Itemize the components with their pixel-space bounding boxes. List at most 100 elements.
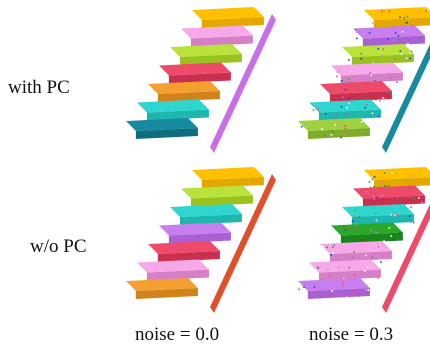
noise-point (330, 134, 333, 136)
noise-point (377, 276, 379, 279)
noise-point (410, 50, 413, 53)
noise-point (413, 197, 415, 200)
staircase-without-pc-noise-0.3 (298, 167, 430, 313)
noise-point (337, 266, 340, 269)
noise-point (410, 206, 412, 208)
noise-point (324, 113, 327, 115)
noise-point (411, 24, 413, 26)
noise-point (354, 274, 356, 276)
noise-point (421, 186, 423, 189)
stair-tread-6 (137, 99, 209, 113)
noise-point (364, 270, 366, 272)
stair-riser-7 (307, 128, 370, 139)
noise-point (394, 57, 397, 60)
noise-point (393, 39, 395, 41)
stair-riser-5 (157, 251, 220, 262)
noise-point (334, 124, 337, 126)
noise-point (354, 209, 356, 212)
stair-tread-7 (298, 278, 370, 291)
stair-tread-4 (331, 222, 403, 236)
noise-point (377, 246, 380, 248)
noise-point (346, 106, 348, 109)
noise-point (356, 228, 358, 230)
stair-side-edge (210, 14, 276, 153)
noise-point (321, 128, 323, 130)
noise-point (388, 10, 391, 13)
noise-point (409, 51, 412, 54)
stair-tread-3 (170, 204, 242, 217)
noise-point (345, 113, 347, 116)
noise-point (418, 197, 420, 199)
noise-point (388, 195, 391, 198)
noise-point (419, 36, 421, 39)
stair-riser-5 (329, 251, 392, 262)
noise-point (373, 176, 376, 178)
stair-tread-1 (364, 7, 430, 20)
noise-point (395, 213, 397, 216)
noise-point (373, 185, 375, 188)
noise-point (356, 85, 359, 87)
stair-riser-7 (135, 288, 198, 299)
stair-tread-1 (192, 7, 264, 20)
noise-point (421, 201, 423, 204)
staircase-with-pc-noise-0.3 (298, 7, 430, 153)
noise-point (331, 251, 334, 254)
noise-point (300, 125, 303, 128)
stair-riser-7 (307, 288, 370, 299)
column-label-noise-0.3: noise = 0.3 (309, 324, 394, 345)
row-label-without-pc: w/o PC (30, 236, 87, 257)
noise-point (394, 32, 397, 34)
stair-riser-4 (168, 72, 231, 84)
noise-point (336, 71, 339, 73)
noise-point (406, 15, 409, 18)
noise-point (360, 57, 362, 60)
noise-point (370, 74, 373, 77)
noise-point (390, 76, 393, 79)
noise-point (303, 286, 305, 288)
stair-riser-4 (168, 232, 231, 244)
noise-point (330, 292, 332, 295)
noise-point (403, 197, 406, 200)
stair-riser-1 (201, 177, 264, 188)
stair-riser-7 (135, 128, 198, 139)
noise-point (409, 57, 411, 60)
noise-point (387, 38, 389, 40)
noise-point (313, 106, 315, 109)
noise-point (365, 104, 368, 106)
noise-point (344, 125, 346, 127)
stair-tread-6 (137, 259, 209, 273)
noise-point (358, 295, 361, 297)
noise-point (313, 286, 316, 288)
noise-point (381, 10, 383, 13)
noise-point (380, 192, 382, 194)
noise-point (387, 184, 390, 187)
noise-point (327, 269, 329, 271)
noise-point (376, 196, 379, 199)
noise-point (375, 219, 378, 222)
noise-point (393, 239, 396, 241)
noise-point (340, 136, 342, 139)
noise-point (302, 282, 304, 285)
noise-point (396, 198, 398, 200)
noise-point (354, 216, 357, 218)
stair-tread-2 (353, 185, 425, 199)
stair-riser-3 (351, 214, 414, 225)
noise-point (382, 48, 385, 51)
stair-tread-1 (192, 167, 264, 180)
noise-point (388, 72, 390, 75)
noise-point (327, 134, 329, 137)
noise-point (344, 88, 347, 91)
stair-riser-4 (340, 72, 403, 84)
stair-riser-4 (340, 232, 403, 244)
noise-point (412, 221, 415, 224)
noise-point (371, 112, 374, 115)
staircase-with-pc-noise-0 (126, 7, 276, 153)
noise-point (335, 115, 338, 117)
noise-point (391, 172, 393, 175)
noise-point (329, 275, 331, 277)
noise-point (345, 296, 348, 299)
noise-point (403, 17, 406, 19)
noise-point (355, 31, 358, 33)
noise-point (312, 109, 315, 111)
noise-point (342, 284, 345, 286)
